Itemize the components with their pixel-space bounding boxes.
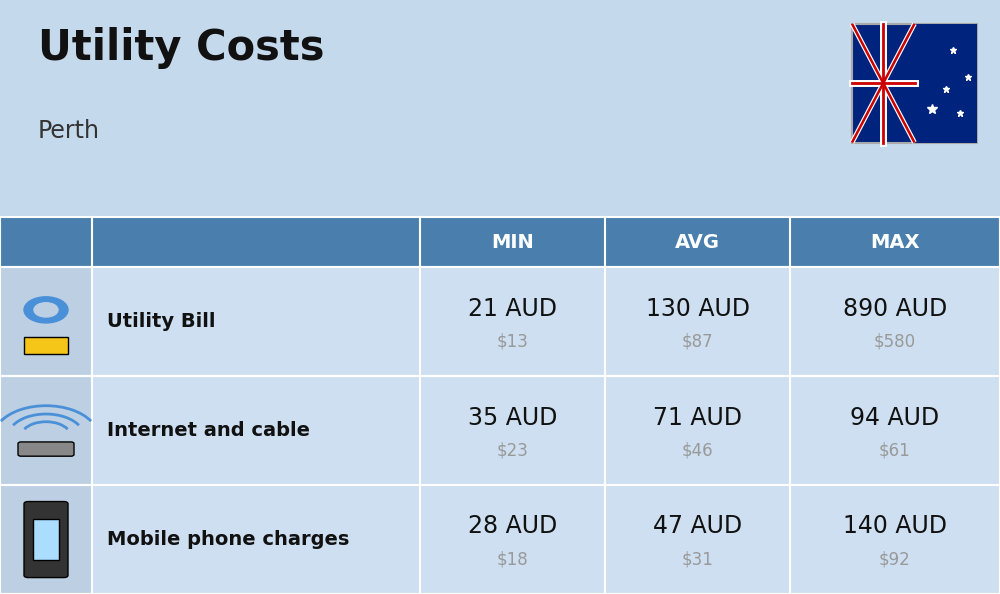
Text: 21 AUD: 21 AUD <box>468 296 557 321</box>
Text: $580: $580 <box>874 333 916 350</box>
FancyBboxPatch shape <box>420 267 605 376</box>
Text: $61: $61 <box>879 441 911 459</box>
FancyBboxPatch shape <box>92 267 420 376</box>
Text: MIN: MIN <box>491 233 534 251</box>
Text: 890 AUD: 890 AUD <box>843 296 947 321</box>
Circle shape <box>34 303 58 317</box>
Text: Utility Bill: Utility Bill <box>107 312 216 331</box>
FancyBboxPatch shape <box>914 24 977 143</box>
Text: Mobile phone charges: Mobile phone charges <box>107 530 349 549</box>
FancyBboxPatch shape <box>790 217 1000 267</box>
FancyBboxPatch shape <box>420 376 605 485</box>
Circle shape <box>24 297 68 323</box>
FancyBboxPatch shape <box>33 519 59 560</box>
FancyBboxPatch shape <box>92 376 420 485</box>
FancyBboxPatch shape <box>92 217 420 267</box>
FancyBboxPatch shape <box>790 485 1000 594</box>
Text: $87: $87 <box>682 333 713 350</box>
Text: MAX: MAX <box>870 233 920 251</box>
Text: 28 AUD: 28 AUD <box>468 514 557 539</box>
FancyBboxPatch shape <box>0 267 92 376</box>
FancyBboxPatch shape <box>420 217 605 267</box>
FancyBboxPatch shape <box>92 485 420 594</box>
Text: 47 AUD: 47 AUD <box>653 514 742 539</box>
FancyBboxPatch shape <box>605 376 790 485</box>
FancyBboxPatch shape <box>18 442 74 456</box>
FancyBboxPatch shape <box>790 376 1000 485</box>
Text: $46: $46 <box>682 441 713 459</box>
Text: $18: $18 <box>497 550 528 568</box>
FancyBboxPatch shape <box>605 267 790 376</box>
Text: 130 AUD: 130 AUD <box>646 296 750 321</box>
FancyBboxPatch shape <box>0 376 92 485</box>
FancyBboxPatch shape <box>605 217 790 267</box>
FancyBboxPatch shape <box>605 485 790 594</box>
Text: AVG: AVG <box>675 233 720 251</box>
FancyBboxPatch shape <box>420 485 605 594</box>
Text: $13: $13 <box>497 333 528 350</box>
FancyBboxPatch shape <box>0 217 92 267</box>
Text: 35 AUD: 35 AUD <box>468 406 557 429</box>
Text: $23: $23 <box>497 441 528 459</box>
Text: Utility Costs: Utility Costs <box>38 27 324 69</box>
Text: 71 AUD: 71 AUD <box>653 406 742 429</box>
Text: Internet and cable: Internet and cable <box>107 421 310 440</box>
FancyBboxPatch shape <box>852 24 977 143</box>
Text: 94 AUD: 94 AUD <box>850 406 940 429</box>
FancyBboxPatch shape <box>0 485 92 594</box>
FancyBboxPatch shape <box>24 501 68 577</box>
FancyBboxPatch shape <box>790 267 1000 376</box>
Text: $31: $31 <box>682 550 713 568</box>
Text: $92: $92 <box>879 550 911 568</box>
FancyBboxPatch shape <box>24 337 68 355</box>
Text: Perth: Perth <box>38 119 100 143</box>
Text: 140 AUD: 140 AUD <box>843 514 947 539</box>
